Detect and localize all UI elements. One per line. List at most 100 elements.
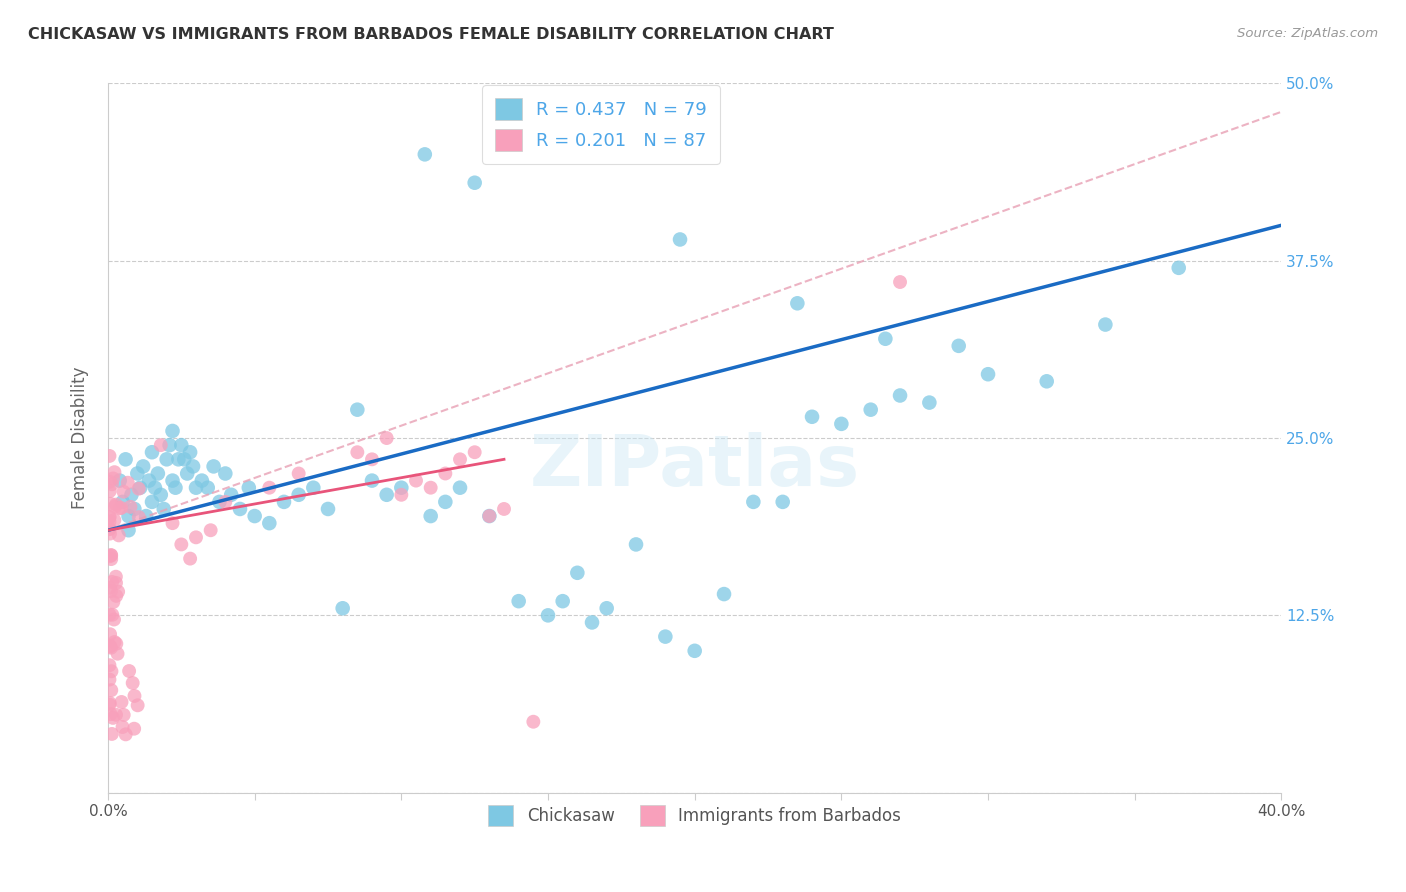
Point xyxy=(108,474,131,488)
Point xyxy=(316,502,339,516)
Point xyxy=(101,727,124,741)
Point xyxy=(110,500,132,515)
Point xyxy=(141,445,163,459)
Point xyxy=(107,647,129,661)
Text: Source: ZipAtlas.com: Source: ZipAtlas.com xyxy=(1237,27,1378,40)
Point xyxy=(100,683,122,698)
Point xyxy=(112,707,135,722)
Point xyxy=(361,452,384,467)
Point xyxy=(98,696,121,710)
Point xyxy=(117,509,139,524)
Point xyxy=(105,637,128,651)
Point xyxy=(104,570,127,584)
Point xyxy=(302,481,325,495)
Point xyxy=(948,339,970,353)
Point xyxy=(118,664,141,678)
Point xyxy=(98,640,121,654)
Point xyxy=(100,584,122,599)
Point xyxy=(98,522,121,536)
Point xyxy=(100,665,122,679)
Point xyxy=(449,452,471,467)
Point xyxy=(103,595,125,609)
Point xyxy=(786,296,808,310)
Point xyxy=(346,445,368,459)
Point xyxy=(98,607,121,622)
Point xyxy=(179,551,201,566)
Point xyxy=(522,714,544,729)
Point xyxy=(98,510,121,524)
Point xyxy=(191,474,214,488)
Point xyxy=(100,552,122,566)
Point xyxy=(149,438,172,452)
Point xyxy=(287,467,309,481)
Point xyxy=(127,467,149,481)
Point xyxy=(98,522,121,536)
Point xyxy=(413,147,436,161)
Point xyxy=(537,608,560,623)
Point xyxy=(478,509,501,524)
Point xyxy=(229,502,252,516)
Point xyxy=(111,720,134,734)
Point xyxy=(122,722,145,736)
Point xyxy=(162,516,184,530)
Point xyxy=(184,481,207,495)
Point xyxy=(181,459,204,474)
Point xyxy=(101,471,124,485)
Point xyxy=(801,409,824,424)
Point xyxy=(101,574,124,589)
Point xyxy=(173,452,195,467)
Point xyxy=(162,424,184,438)
Text: ZIPatlas: ZIPatlas xyxy=(530,432,859,501)
Text: CHICKASAW VS IMMIGRANTS FROM BARBADOS FEMALE DISABILITY CORRELATION CHART: CHICKASAW VS IMMIGRANTS FROM BARBADOS FE… xyxy=(28,27,834,42)
Point xyxy=(105,707,128,722)
Point xyxy=(419,481,441,495)
Point xyxy=(713,587,735,601)
Point xyxy=(389,488,412,502)
Point xyxy=(361,474,384,488)
Point xyxy=(332,601,354,615)
Point xyxy=(124,689,146,703)
Point xyxy=(464,176,486,190)
Point xyxy=(138,474,160,488)
Point xyxy=(179,445,201,459)
Point xyxy=(103,635,125,649)
Point xyxy=(287,488,309,502)
Point xyxy=(184,530,207,544)
Point xyxy=(108,528,131,542)
Point xyxy=(259,481,281,495)
Point xyxy=(375,488,398,502)
Point xyxy=(112,484,135,499)
Point xyxy=(200,523,222,537)
Point xyxy=(238,481,260,495)
Point xyxy=(98,698,121,712)
Point xyxy=(98,581,121,595)
Point xyxy=(375,431,398,445)
Point xyxy=(105,575,128,590)
Point xyxy=(101,607,124,622)
Point xyxy=(152,502,174,516)
Point xyxy=(595,601,617,615)
Point xyxy=(581,615,603,630)
Point xyxy=(830,417,852,431)
Point xyxy=(434,467,457,481)
Point xyxy=(100,640,122,655)
Point xyxy=(120,488,142,502)
Point xyxy=(176,467,198,481)
Point xyxy=(103,613,125,627)
Point xyxy=(889,388,911,402)
Point xyxy=(449,481,471,495)
Point xyxy=(434,495,457,509)
Point xyxy=(208,495,231,509)
Point xyxy=(219,488,242,502)
Y-axis label: Female Disability: Female Disability xyxy=(72,367,89,509)
Point xyxy=(98,515,121,529)
Point xyxy=(159,438,181,452)
Point xyxy=(859,402,882,417)
Point xyxy=(100,548,122,562)
Point xyxy=(98,509,121,524)
Point xyxy=(98,639,121,653)
Point xyxy=(918,395,941,409)
Point xyxy=(98,658,121,673)
Point xyxy=(129,481,152,495)
Point xyxy=(100,549,122,563)
